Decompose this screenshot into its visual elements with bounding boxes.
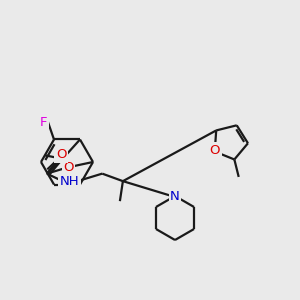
Text: O: O: [209, 144, 220, 157]
Text: F: F: [40, 116, 48, 129]
Text: O: O: [56, 148, 66, 161]
Text: O: O: [63, 161, 74, 174]
Text: NH: NH: [60, 175, 80, 188]
Text: N: N: [170, 190, 180, 202]
